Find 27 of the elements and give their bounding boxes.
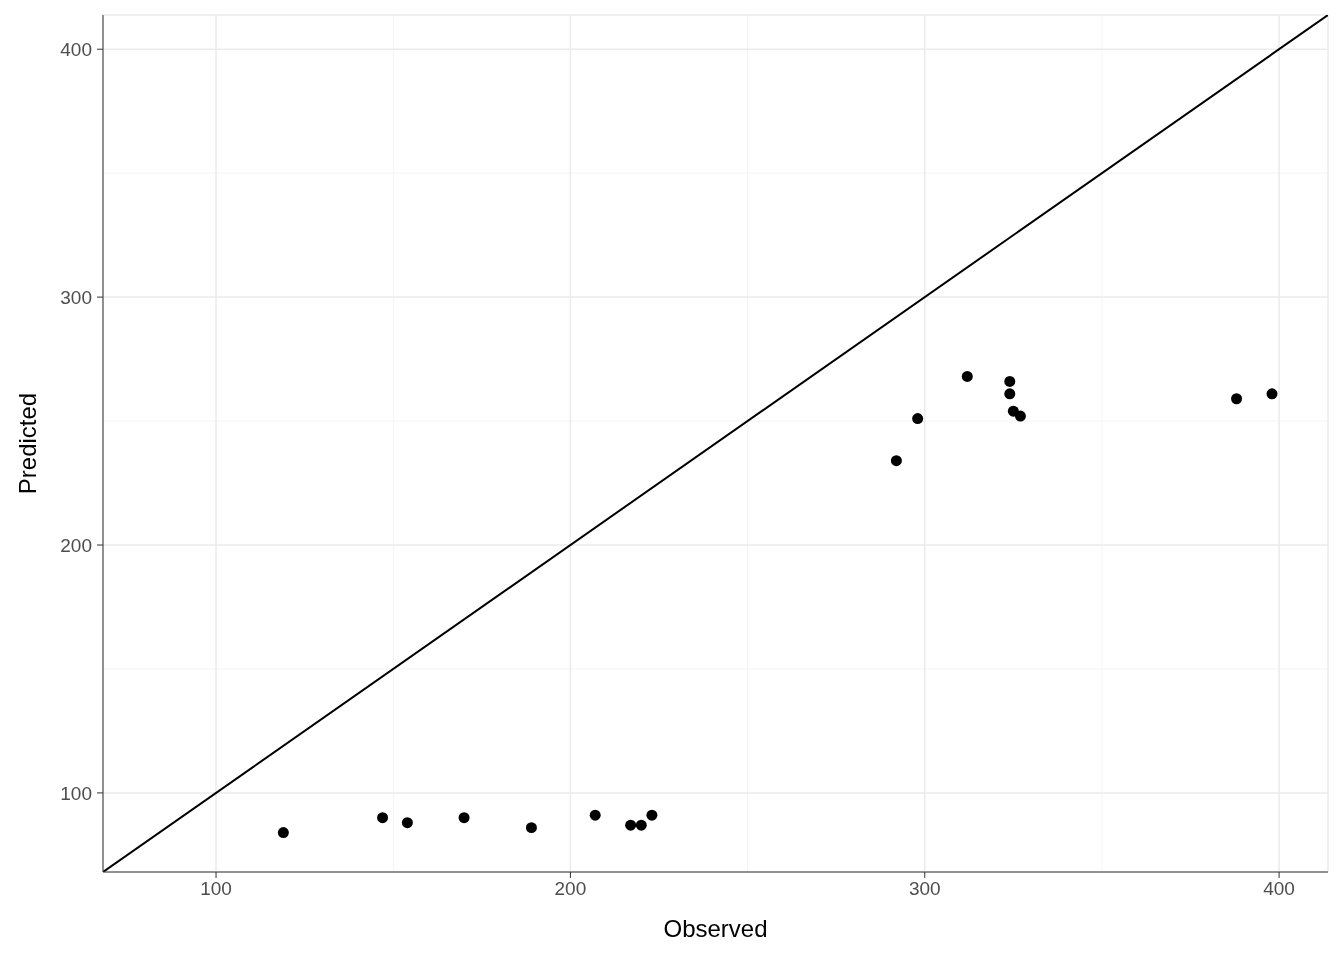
point xyxy=(961,370,973,382)
point xyxy=(890,455,902,467)
point xyxy=(401,817,413,829)
point xyxy=(1266,388,1278,400)
point xyxy=(625,819,637,831)
y-tick-label: 400 xyxy=(60,38,92,60)
point xyxy=(1014,410,1026,422)
y-axis-title: Predicted xyxy=(13,392,41,495)
point xyxy=(635,819,647,831)
x-axis-title: Observed xyxy=(663,914,768,942)
point xyxy=(1004,388,1016,400)
point xyxy=(912,413,924,425)
y-tick-label: 200 xyxy=(60,534,92,556)
x-tick-label: 400 xyxy=(1263,878,1295,900)
point xyxy=(1004,375,1016,387)
point xyxy=(646,809,658,821)
y-tick-label: 300 xyxy=(60,286,92,308)
point xyxy=(377,812,389,824)
point xyxy=(1231,393,1243,405)
point xyxy=(589,809,601,821)
y-tick-label: 100 xyxy=(60,782,92,804)
x-tick-label: 300 xyxy=(908,878,941,900)
point xyxy=(525,822,537,834)
x-tick-label: 200 xyxy=(554,878,587,900)
point xyxy=(277,827,289,839)
point xyxy=(458,812,470,824)
x-tick-label: 100 xyxy=(200,878,232,900)
